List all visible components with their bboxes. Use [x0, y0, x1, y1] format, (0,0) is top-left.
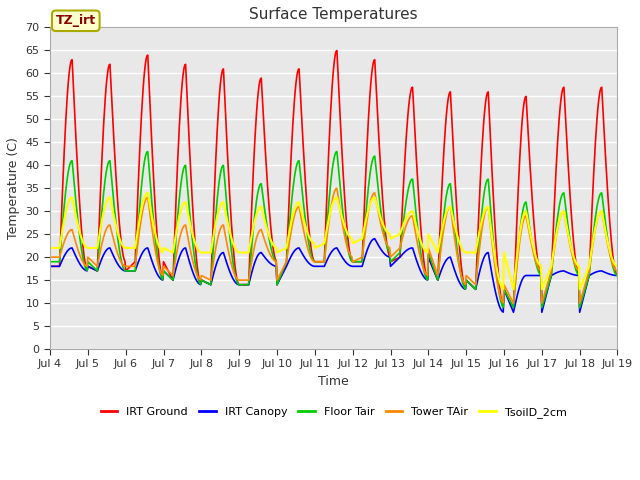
IRT Ground	[46, 264, 54, 269]
TsoilD_2cm	[173, 226, 180, 231]
IRT Ground	[613, 272, 621, 278]
Text: TZ_irt: TZ_irt	[56, 14, 96, 27]
Floor Tair	[115, 241, 122, 247]
TsoilD_2cm	[403, 214, 411, 219]
IRT Canopy	[56, 262, 64, 267]
IRT Canopy	[509, 310, 517, 315]
Tower TAir	[509, 300, 517, 306]
TsoilD_2cm	[203, 250, 211, 255]
IRT Canopy	[202, 279, 210, 285]
Floor Tair	[172, 233, 180, 239]
IRT Ground	[56, 243, 64, 249]
IRT Canopy	[420, 274, 428, 279]
TsoilD_2cm	[46, 245, 54, 251]
TsoilD_2cm	[613, 263, 621, 269]
Tower TAir	[613, 268, 621, 274]
Floor Tair	[333, 149, 340, 155]
IRT Ground	[202, 279, 210, 285]
IRT Canopy	[46, 264, 54, 269]
TsoilD_2cm	[56, 240, 64, 246]
Line: Floor Tair: Floor Tair	[50, 152, 617, 308]
IRT Canopy	[172, 265, 180, 271]
TsoilD_2cm	[509, 287, 517, 292]
IRT Ground	[333, 48, 340, 53]
Floor Tair	[202, 279, 210, 285]
IRT Ground	[172, 194, 180, 200]
Y-axis label: Temperature (C): Temperature (C)	[7, 137, 20, 239]
Floor Tair	[509, 305, 517, 311]
IRT Canopy	[115, 263, 122, 268]
Floor Tair	[56, 249, 64, 255]
Floor Tair	[420, 266, 428, 272]
TsoilD_2cm	[420, 245, 428, 251]
X-axis label: Time: Time	[318, 375, 349, 388]
IRT Ground	[403, 123, 411, 129]
TsoilD_2cm	[144, 190, 152, 196]
Tower TAir	[56, 252, 64, 257]
Floor Tair	[613, 272, 621, 278]
TsoilD_2cm	[115, 233, 122, 239]
Line: IRT Canopy: IRT Canopy	[50, 239, 617, 312]
IRT Ground	[420, 256, 428, 262]
Tower TAir	[115, 253, 122, 259]
Tower TAir	[46, 254, 54, 260]
Tower TAir	[333, 185, 340, 191]
IRT Canopy	[613, 273, 621, 278]
Line: IRT Ground: IRT Ground	[50, 50, 617, 308]
Line: TsoilD_2cm: TsoilD_2cm	[50, 193, 617, 289]
IRT Canopy	[403, 247, 411, 253]
Tower TAir	[403, 220, 411, 226]
Title: Surface Temperatures: Surface Temperatures	[250, 7, 418, 22]
Floor Tair	[46, 259, 54, 264]
IRT Canopy	[371, 236, 379, 241]
Line: Tower TAir: Tower TAir	[50, 188, 617, 303]
Tower TAir	[172, 253, 180, 259]
IRT Ground	[115, 212, 122, 217]
Tower TAir	[420, 266, 428, 272]
Floor Tair	[403, 193, 411, 199]
Tower TAir	[202, 275, 210, 281]
IRT Ground	[509, 305, 517, 311]
Legend: IRT Ground, IRT Canopy, Floor Tair, Tower TAir, TsoilD_2cm: IRT Ground, IRT Canopy, Floor Tair, Towe…	[97, 403, 571, 423]
